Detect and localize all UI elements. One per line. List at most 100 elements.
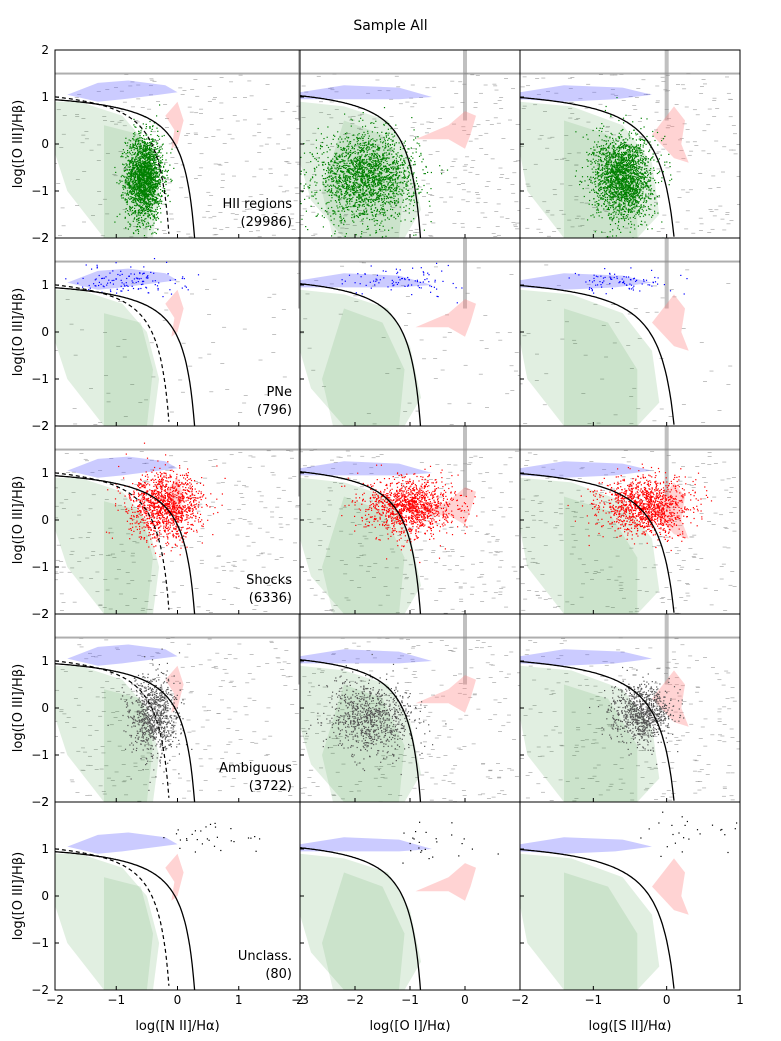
data-point <box>143 145 145 147</box>
data-point <box>336 158 338 161</box>
data-point <box>353 157 355 160</box>
data-point <box>149 185 151 187</box>
data-point <box>147 161 149 163</box>
data-point <box>127 184 129 186</box>
data-point <box>137 150 139 152</box>
data-point <box>298 194 299 195</box>
data-point <box>143 185 145 187</box>
data-point <box>336 181 338 183</box>
data-point <box>361 134 364 136</box>
data-point <box>126 164 128 167</box>
data-point <box>147 195 149 197</box>
data-point <box>342 152 344 154</box>
data-point <box>369 187 371 189</box>
data-point <box>379 177 381 180</box>
data-point <box>133 168 135 170</box>
data-point <box>352 211 354 213</box>
data-point <box>341 161 343 163</box>
data-point <box>140 210 142 212</box>
data-point <box>127 228 129 230</box>
data-point <box>304 198 306 200</box>
data-point <box>392 149 394 151</box>
data-point <box>149 169 151 171</box>
data-point <box>418 191 420 194</box>
data-point <box>362 142 364 144</box>
data-point <box>340 222 342 224</box>
data-point <box>146 176 148 178</box>
data-point <box>157 193 159 195</box>
data-point <box>145 161 147 163</box>
data-point <box>377 149 379 151</box>
data-point <box>376 196 378 198</box>
figure-title: Sample All <box>353 18 428 34</box>
data-point <box>135 189 137 191</box>
data-point <box>334 185 336 187</box>
data-point <box>339 167 341 170</box>
data-point <box>142 187 144 189</box>
data-point <box>385 188 387 190</box>
data-point <box>141 199 143 201</box>
data-point <box>136 191 138 193</box>
data-point <box>355 188 357 190</box>
data-point <box>335 168 337 170</box>
data-point <box>137 185 139 187</box>
data-point <box>368 174 370 176</box>
data-point <box>149 189 151 191</box>
data-point <box>141 178 143 180</box>
data-point <box>328 194 330 196</box>
data-point <box>387 197 389 199</box>
data-point <box>146 225 148 228</box>
data-point <box>129 145 131 147</box>
data-point <box>367 163 369 165</box>
data-point <box>346 146 348 148</box>
data-point <box>151 138 154 140</box>
pn-model-region <box>300 85 432 100</box>
class-label: HII regions <box>223 197 293 212</box>
data-point <box>129 207 131 209</box>
data-point <box>317 202 319 204</box>
data-point <box>363 166 365 168</box>
data-point <box>361 178 364 181</box>
data-point <box>408 175 410 177</box>
data-point <box>392 191 394 193</box>
data-point <box>149 159 151 161</box>
data-point <box>369 191 371 193</box>
data-point <box>147 211 149 213</box>
data-point <box>402 163 404 165</box>
data-point <box>138 222 140 224</box>
data-point <box>363 164 365 166</box>
data-point <box>423 173 425 175</box>
data-point <box>158 165 160 168</box>
data-point <box>355 176 357 178</box>
data-point <box>420 152 422 154</box>
data-point <box>376 213 378 215</box>
data-point <box>352 162 354 164</box>
data-point <box>147 193 149 195</box>
data-point <box>323 152 325 154</box>
data-point <box>359 161 361 163</box>
data-point <box>139 171 141 173</box>
data-point <box>394 179 396 181</box>
data-point <box>139 174 141 176</box>
data-point <box>403 192 405 194</box>
data-point <box>153 176 155 178</box>
data-point <box>376 223 378 225</box>
data-point <box>343 223 345 226</box>
data-point <box>136 226 138 228</box>
data-point <box>334 230 336 232</box>
data-point <box>376 178 378 180</box>
data-point <box>135 183 137 185</box>
data-point <box>367 168 369 170</box>
data-point <box>347 160 349 162</box>
data-point <box>385 175 387 177</box>
data-point <box>373 155 375 157</box>
data-point <box>147 203 149 205</box>
data-point <box>141 154 143 156</box>
data-point <box>376 210 378 212</box>
data-point <box>162 180 164 182</box>
data-point <box>389 189 391 191</box>
data-point <box>142 184 144 186</box>
data-point <box>343 217 345 219</box>
data-point <box>326 211 328 213</box>
data-point <box>145 184 147 186</box>
